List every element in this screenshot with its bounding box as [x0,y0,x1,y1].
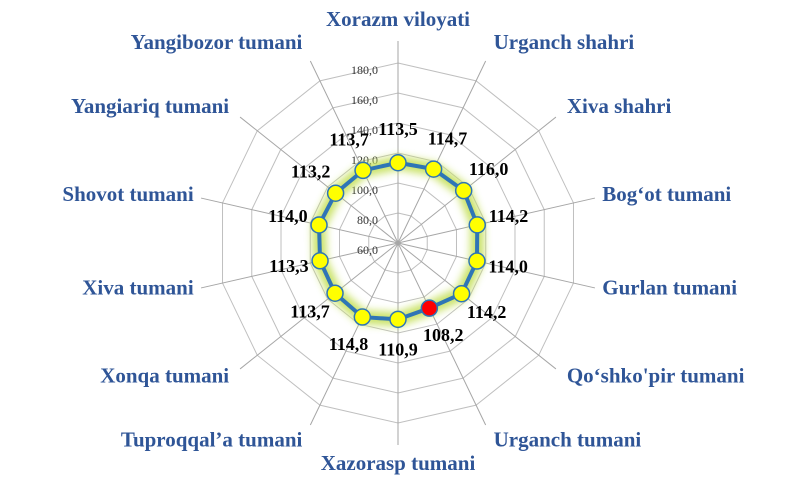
point [310,216,328,234]
point [452,284,471,303]
point [326,284,344,302]
value-label: 114,7 [428,128,468,148]
category-label: Bog‘ot tumani [602,182,731,206]
point [353,308,372,326]
spoke [200,242,399,289]
value-label: 114,2 [467,302,507,322]
category-label: Urganch shahri [494,30,635,54]
category-label: Xiva tumani [82,275,194,299]
category-label: Qo‘shko'pir tumani [567,363,745,387]
category-label: Urganch tumani [494,427,642,451]
y-tick-label: 180,0 [351,63,378,77]
value-label: 114,2 [489,206,529,226]
value-label: 114,0 [268,206,308,226]
spoke [397,242,596,289]
y-tick-label: 60,0 [357,243,378,257]
y-tick-label: 160,0 [351,93,378,107]
category-label: Xiva shahri [567,94,672,118]
category-label: Gurlan tumani [602,275,737,299]
value-label: 114,0 [488,256,528,276]
point [326,184,345,202]
point [454,181,473,200]
category-label: Shovot tumani [62,182,193,206]
value-label: 113,2 [291,161,331,181]
value-label: 113,7 [329,130,369,150]
value-label: 114,8 [329,334,369,354]
spoke [397,197,596,244]
spoke [239,116,399,244]
point [468,216,487,234]
y-tick-label: 100,0 [351,183,378,197]
value-label: 116,0 [469,159,509,179]
value-label: 108,2 [423,325,464,345]
point [311,252,329,270]
category-label: Yangiariq tumani [71,94,229,118]
spoke [200,197,399,244]
y-tick-label: 140,0 [351,123,378,137]
point [354,161,372,180]
value-label: 113,3 [269,256,309,276]
point [389,154,407,172]
category-label: Xorazm viloyati [326,7,470,31]
category-label: Tuproqqal’a tumani [121,427,303,451]
spoke [239,242,399,370]
spoke [309,242,399,426]
spoke [397,242,487,426]
point [424,160,443,178]
category-label: Xazorasp tumani [321,451,476,475]
category-label: Xonqa tumani [100,363,229,387]
spoke [397,60,487,244]
category-label: Yangibozor tumani [131,30,303,54]
y-tick-label: 80,0 [357,213,378,227]
spoke [309,60,399,244]
point [389,310,407,329]
value-label: 113,7 [290,301,330,321]
spoke [397,242,557,370]
point [468,252,486,270]
value-label: 110,9 [378,339,418,359]
point [420,299,439,317]
value-label: 113,5 [378,119,418,139]
spoke [397,116,557,244]
